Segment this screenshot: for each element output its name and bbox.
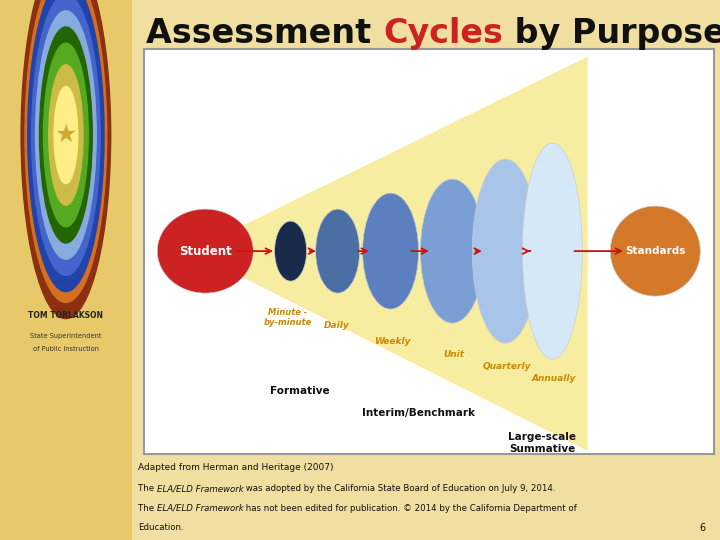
Text: of Public Instruction: of Public Instruction (33, 346, 99, 352)
Text: ★: ★ (55, 123, 77, 147)
Ellipse shape (363, 193, 418, 309)
Ellipse shape (611, 206, 701, 296)
Text: TOM TORLAKSON: TOM TORLAKSON (28, 312, 104, 320)
Text: Quarterly: Quarterly (483, 362, 531, 371)
Circle shape (43, 43, 89, 227)
Text: Annually: Annually (532, 374, 576, 383)
Text: has not been edited for publication. © 2014 by the California Department of: has not been edited for publication. © 2… (243, 504, 577, 513)
Text: ELA/ELD Framework: ELA/ELD Framework (156, 484, 243, 494)
Ellipse shape (157, 209, 253, 293)
Ellipse shape (420, 179, 485, 323)
Circle shape (25, 0, 107, 302)
Text: Assessment: Assessment (146, 17, 383, 50)
Text: by Purpose: by Purpose (503, 17, 720, 50)
Text: Minute -
by-minute: Minute - by-minute (264, 308, 312, 327)
Text: The: The (138, 484, 156, 494)
Text: ELA/ELD Framework: ELA/ELD Framework (156, 504, 243, 513)
Text: was adopted by the California State Board of Education on July 9, 2014.: was adopted by the California State Boar… (243, 484, 556, 494)
Circle shape (27, 0, 104, 292)
Text: Cycles: Cycles (383, 17, 503, 50)
Circle shape (35, 11, 96, 259)
Text: Adapted from Herman and Heritage (2007): Adapted from Herman and Heritage (2007) (138, 463, 333, 472)
Ellipse shape (522, 143, 582, 359)
Circle shape (32, 0, 100, 275)
Text: The: The (138, 504, 156, 513)
Circle shape (49, 65, 83, 205)
Text: Daily: Daily (323, 321, 349, 330)
Text: Interim/Benchmark: Interim/Benchmark (361, 408, 474, 418)
Circle shape (40, 27, 92, 243)
Text: Standards: Standards (625, 246, 685, 256)
Polygon shape (191, 57, 588, 451)
Circle shape (21, 0, 111, 319)
Text: 6: 6 (699, 523, 706, 533)
Ellipse shape (274, 221, 307, 281)
Ellipse shape (472, 159, 539, 343)
Text: Large-scale
Summative: Large-scale Summative (508, 432, 576, 454)
Text: Formative: Formative (269, 386, 329, 396)
Text: Unit: Unit (443, 350, 464, 359)
Text: State Superintendent: State Superintendent (30, 333, 102, 339)
Text: Student: Student (179, 245, 232, 258)
Text: Education.: Education. (138, 523, 184, 532)
FancyBboxPatch shape (143, 49, 714, 454)
Text: Weekly: Weekly (374, 338, 410, 347)
Ellipse shape (315, 209, 360, 293)
Circle shape (54, 86, 78, 184)
